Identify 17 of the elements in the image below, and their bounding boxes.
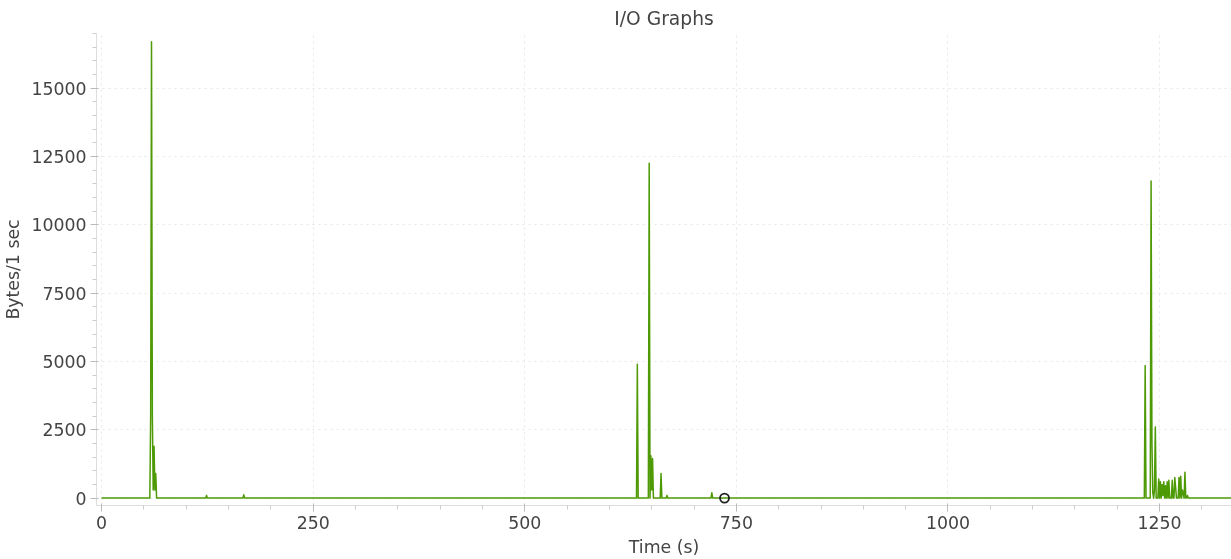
x-axis-title: Time (s) bbox=[627, 536, 700, 557]
y-tick-label: 12500 bbox=[31, 146, 87, 167]
x-tick-label: 1250 bbox=[1137, 512, 1182, 533]
chart-title: I/O Graphs bbox=[614, 7, 714, 29]
x-tick-label: 500 bbox=[508, 512, 542, 533]
y-tick-label: 10000 bbox=[31, 215, 87, 236]
y-tick-label: 5000 bbox=[42, 351, 87, 372]
y-axis-title: Bytes/1 sec bbox=[3, 219, 24, 320]
y-tick-label: 15000 bbox=[31, 78, 87, 99]
line-series bbox=[100, 40, 1231, 499]
y-tick-label: 7500 bbox=[42, 283, 87, 304]
y-tick-label: 0 bbox=[75, 488, 87, 509]
x-tick-label: 0 bbox=[96, 512, 108, 533]
x-tick-label: 250 bbox=[296, 512, 330, 533]
y-tick-label: 2500 bbox=[42, 420, 87, 441]
x-tick-label: 750 bbox=[719, 512, 753, 533]
x-tick-label: 1000 bbox=[925, 512, 971, 533]
